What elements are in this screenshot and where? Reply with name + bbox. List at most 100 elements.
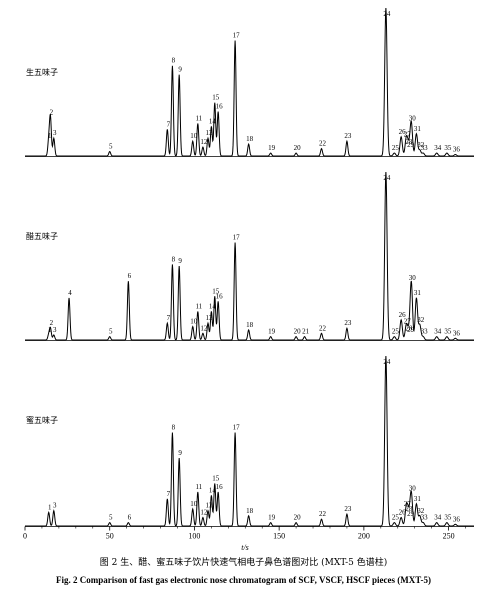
peak-label-13: 13 <box>205 314 213 322</box>
peak-label-12: 12 <box>200 509 208 517</box>
peak-label-15: 15 <box>212 475 220 483</box>
peak-label-27: 27 <box>404 131 412 139</box>
peak-label-12: 12 <box>200 324 208 332</box>
peak-label-30: 30 <box>409 274 417 282</box>
peak-label-3: 3 <box>53 326 57 334</box>
peak-label-2: 2 <box>50 319 54 327</box>
peak-label-18: 18 <box>246 135 254 143</box>
peak-label-23: 23 <box>344 505 352 513</box>
peak-label-7: 7 <box>167 120 171 128</box>
x-tick-label: 200 <box>358 532 370 541</box>
peak-label-9: 9 <box>178 66 182 74</box>
peak-label-24: 24 <box>383 174 391 182</box>
peak-label-13: 13 <box>205 502 213 510</box>
peak-label-32: 32 <box>417 507 425 515</box>
peak-label-29: 29 <box>407 326 415 334</box>
peak-label-30: 30 <box>409 485 417 493</box>
peak-label-24: 24 <box>383 10 391 18</box>
peak-label-5: 5 <box>109 143 113 151</box>
x-axis: 0 50 100 150 200 250 <box>23 526 466 541</box>
peak-label-19: 19 <box>268 144 276 152</box>
peak-label-18: 18 <box>246 507 254 515</box>
peak-label-19: 19 <box>268 328 276 336</box>
x-tick-label: 150 <box>273 532 285 541</box>
peak-label-31: 31 <box>414 289 422 297</box>
peak-label-16: 16 <box>216 483 224 491</box>
peak-label-5: 5 <box>109 514 113 522</box>
peak-label-21: 21 <box>302 328 310 336</box>
peak-label-12: 12 <box>200 138 208 146</box>
peak-label-34: 34 <box>434 144 442 152</box>
peak-label-36: 36 <box>453 146 461 154</box>
peak-label-30: 30 <box>409 114 417 122</box>
peak-label-22: 22 <box>319 510 327 518</box>
peak-label-36: 36 <box>453 515 461 523</box>
panel-name: 生五味子 <box>26 67 58 77</box>
peak-label-32: 32 <box>417 316 425 324</box>
peak-label-11: 11 <box>195 483 202 491</box>
peak-label-36: 36 <box>453 329 461 337</box>
chromatogram-trace <box>25 171 474 341</box>
x-axis-label: t/s <box>241 543 249 552</box>
peak-label-16: 16 <box>216 103 224 111</box>
peak-label-3: 3 <box>53 502 57 510</box>
peak-label-28: 28 <box>405 505 413 513</box>
peak-label-25: 25 <box>392 144 400 152</box>
peak-label-14: 14 <box>209 302 217 310</box>
peak-label-20: 20 <box>294 144 302 152</box>
peak-label-1: 1 <box>48 326 52 334</box>
peak-label-10: 10 <box>190 132 198 140</box>
peak-label-15: 15 <box>212 94 220 102</box>
peak-label-8: 8 <box>172 57 176 65</box>
peak-label-34: 34 <box>434 328 442 336</box>
peak-label-20: 20 <box>294 328 302 336</box>
peak-label-14: 14 <box>209 117 217 125</box>
x-tick-label: 0 <box>23 532 27 541</box>
peak-label-25: 25 <box>392 514 400 522</box>
x-tick-label: 100 <box>188 532 200 541</box>
peak-label-17: 17 <box>233 234 241 242</box>
peak-label-13: 13 <box>205 129 213 137</box>
peak-label-9: 9 <box>178 449 182 457</box>
peak-label-11: 11 <box>195 114 202 122</box>
chromatogram-trace <box>25 355 474 527</box>
peak-label-22: 22 <box>319 140 327 148</box>
peak-label-19: 19 <box>268 514 276 522</box>
peak-label-1: 1 <box>48 503 52 511</box>
peak-label-6: 6 <box>128 272 132 280</box>
peak-label-6: 6 <box>128 514 132 522</box>
peak-label-31: 31 <box>414 495 422 503</box>
peak-label-32: 32 <box>417 141 425 149</box>
peak-label-11: 11 <box>195 302 202 310</box>
peak-label-23: 23 <box>344 319 352 327</box>
panel-name: 醋五味子 <box>26 231 58 241</box>
peak-label-35: 35 <box>444 144 452 152</box>
peak-label-8: 8 <box>172 255 176 263</box>
peak-label-25: 25 <box>392 328 400 336</box>
peak-label-33: 33 <box>421 144 429 152</box>
peak-label-34: 34 <box>434 514 442 522</box>
peak-label-18: 18 <box>246 321 254 329</box>
peak-label-1: 1 <box>48 132 52 140</box>
peak-label-17: 17 <box>233 424 241 432</box>
figure-caption-cn: 图 2 生、醋、蜜五味子饮片快速气相电子鼻色谱图对比 (MXT-5 色谱柱) <box>99 558 388 568</box>
peak-label-29: 29 <box>407 510 415 518</box>
peak-label-7: 7 <box>167 314 171 322</box>
peak-label-4: 4 <box>68 289 72 297</box>
peak-label-31: 31 <box>414 125 422 133</box>
x-tick-label: 50 <box>106 532 114 541</box>
peak-label-9: 9 <box>178 257 182 265</box>
peak-label-15: 15 <box>212 287 220 295</box>
peak-label-7: 7 <box>167 490 171 498</box>
peak-label-8: 8 <box>172 424 176 432</box>
peak-label-10: 10 <box>190 318 198 326</box>
peak-label-16: 16 <box>216 292 224 300</box>
peak-label-28: 28 <box>405 324 413 332</box>
peak-label-2: 2 <box>50 109 54 117</box>
peak-label-17: 17 <box>233 32 241 40</box>
panel-name: 蜜五味子 <box>26 415 58 425</box>
